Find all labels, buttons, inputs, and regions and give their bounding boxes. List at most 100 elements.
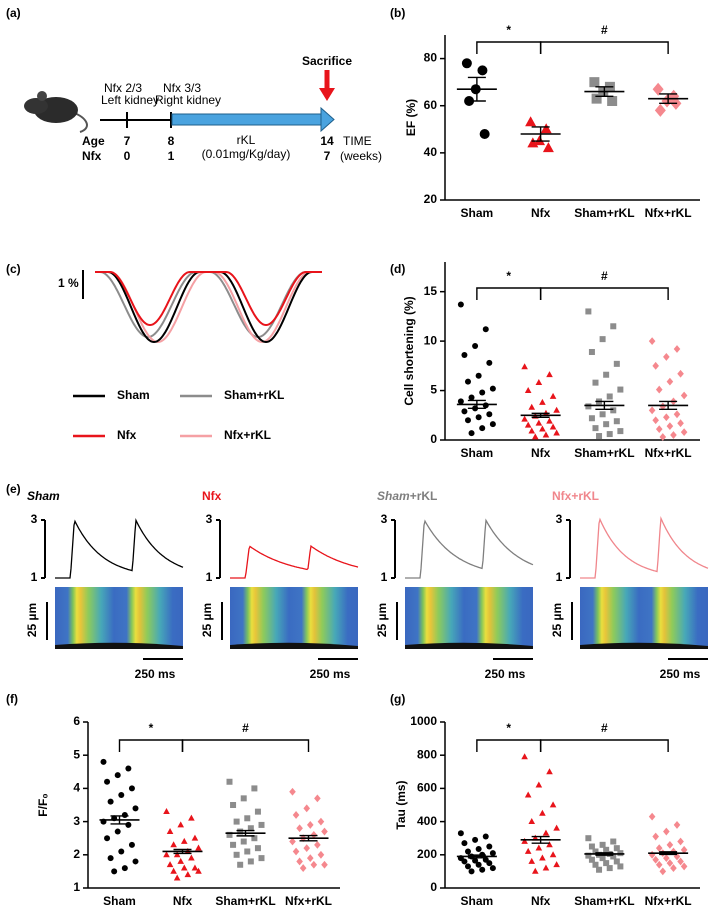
point — [486, 843, 493, 850]
point — [188, 814, 195, 821]
event-label: Nfx 2/3 — [104, 81, 142, 95]
point — [489, 385, 496, 392]
point — [531, 433, 539, 440]
point — [535, 419, 543, 426]
point — [666, 377, 674, 386]
point — [482, 402, 489, 409]
calcium-trace — [230, 544, 359, 579]
point — [292, 847, 300, 856]
mouse-illustration — [24, 91, 88, 133]
point — [461, 840, 468, 847]
point — [680, 862, 688, 871]
point — [588, 348, 595, 355]
point — [613, 418, 620, 425]
point — [292, 811, 300, 819]
point — [535, 781, 543, 788]
point — [553, 406, 560, 413]
point — [606, 393, 613, 400]
y-tick-label: 80 — [424, 51, 438, 65]
point — [677, 837, 684, 846]
point — [666, 859, 674, 867]
row-value: 14 — [320, 134, 334, 148]
point — [251, 785, 258, 792]
x-tick-label: Nfx+rKL — [645, 894, 692, 908]
point — [617, 428, 624, 435]
significance-mark: # — [242, 721, 249, 735]
row-label: Age — [82, 134, 105, 148]
point — [475, 861, 482, 868]
significance-mark: # — [601, 269, 608, 283]
point — [310, 860, 318, 869]
point — [596, 433, 603, 440]
y-axis-label: Tau (ms) — [394, 780, 408, 829]
treatment-arrow — [171, 113, 323, 126]
point — [603, 371, 610, 378]
x-tick-label: Sham+rKL — [574, 206, 634, 220]
point — [237, 828, 244, 835]
point — [673, 410, 681, 419]
y-tick-label: 3 — [73, 814, 80, 828]
point — [663, 413, 670, 422]
point — [610, 323, 617, 330]
point — [673, 345, 681, 353]
point — [240, 795, 247, 802]
scale-label: 250 ms — [485, 667, 526, 681]
point — [655, 385, 663, 394]
scale-label: 25 µm — [375, 603, 389, 637]
legend-label: Sham — [117, 388, 150, 402]
point — [549, 392, 557, 399]
point — [542, 431, 550, 438]
point — [546, 371, 553, 378]
point — [663, 854, 670, 863]
point — [670, 431, 677, 439]
scale-label: 3 — [206, 512, 213, 526]
scale-label: 3 — [31, 512, 38, 526]
point — [599, 411, 606, 418]
point — [118, 848, 125, 855]
point — [613, 360, 620, 367]
point — [596, 866, 603, 873]
x-tick-label: Nfx+rKL — [645, 206, 692, 220]
point — [289, 787, 296, 796]
point — [527, 137, 539, 148]
point — [670, 864, 677, 872]
point — [457, 301, 464, 308]
panel-label: (c) — [6, 262, 21, 276]
point — [528, 403, 536, 410]
y-tick-label: 10 — [424, 333, 438, 347]
point — [652, 855, 659, 864]
point — [603, 846, 610, 853]
y-tick-label: 4 — [73, 781, 80, 795]
point — [585, 403, 592, 410]
point — [603, 860, 610, 867]
point — [659, 867, 667, 876]
linescan-image — [405, 587, 533, 649]
point — [521, 837, 528, 844]
point — [599, 841, 606, 848]
point — [468, 868, 475, 875]
point — [663, 353, 670, 361]
x-tick-label: Sham — [461, 446, 494, 460]
point — [648, 406, 656, 415]
point — [553, 861, 560, 868]
point — [539, 398, 546, 405]
y-tick-label: 5 — [73, 747, 80, 761]
point — [542, 829, 550, 836]
y-tick-label: 800 — [417, 747, 437, 761]
point — [118, 792, 125, 799]
point — [585, 308, 592, 315]
point — [588, 415, 595, 422]
point — [107, 855, 114, 862]
x-tick-label: Nfx — [531, 894, 551, 908]
point — [299, 864, 307, 872]
significance-mark: * — [506, 23, 511, 37]
point — [521, 415, 528, 422]
point — [486, 860, 493, 867]
point — [482, 326, 489, 333]
scale-label: 250 ms — [310, 667, 351, 681]
point — [539, 854, 546, 861]
point — [652, 361, 659, 370]
point — [610, 853, 617, 860]
point — [254, 808, 261, 815]
point — [599, 855, 606, 862]
